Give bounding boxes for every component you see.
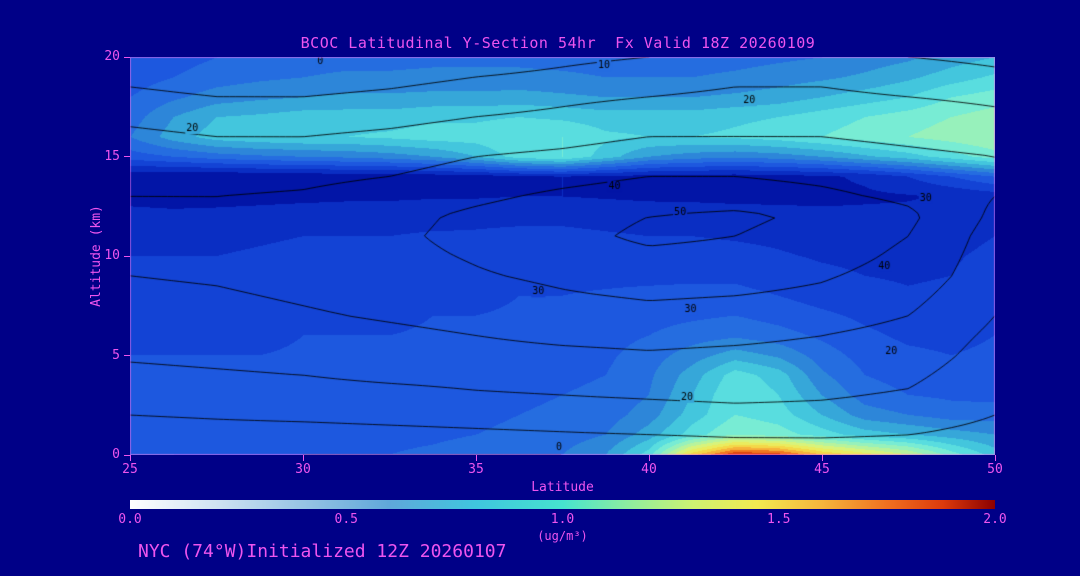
x-tick [648, 455, 650, 461]
y-tick-label: 10 [104, 248, 120, 263]
x-tick-label: 50 [987, 462, 1003, 477]
x-tick [475, 455, 477, 461]
colorbar [130, 500, 995, 509]
x-tick [129, 455, 131, 461]
y-tick-label: 15 [104, 148, 120, 164]
x-tick [302, 455, 304, 461]
y-tick [124, 255, 130, 257]
x-tick [821, 455, 823, 461]
y-tick [124, 156, 130, 157]
y-tick [124, 454, 130, 456]
y-tick-label: 20 [104, 49, 120, 64]
x-tick [994, 455, 996, 461]
colorbar-units: (ug/m³) [537, 529, 588, 543]
y-tick-label: 0 [112, 447, 120, 462]
y-tick [124, 56, 130, 58]
x-axis-label: Latitude [531, 480, 594, 495]
y-tick-label: 5 [112, 347, 120, 363]
colorbar-tick-label: 2.0 [983, 512, 1007, 527]
x-tick-label: 30 [295, 462, 311, 477]
x-tick-label: 40 [641, 462, 657, 477]
colorbar-tick-label: 0.5 [334, 512, 358, 527]
x-tick-label: 45 [814, 462, 830, 477]
colorbar-tick-label: 0.0 [118, 512, 142, 527]
footer-text: NYC (74°W)Initialized 12Z 20260107 [138, 541, 507, 562]
y-tick [124, 355, 130, 356]
colorbar-tick-label: 1.0 [550, 512, 575, 527]
x-tick-label: 35 [468, 462, 484, 477]
contour-plot-canvas [130, 57, 995, 455]
colorbar-tick-label: 1.5 [767, 512, 791, 527]
x-tick-label: 25 [122, 462, 138, 477]
chart-title: BCOC Latitudinal Y-Section 54hr Fx Valid… [300, 34, 816, 52]
